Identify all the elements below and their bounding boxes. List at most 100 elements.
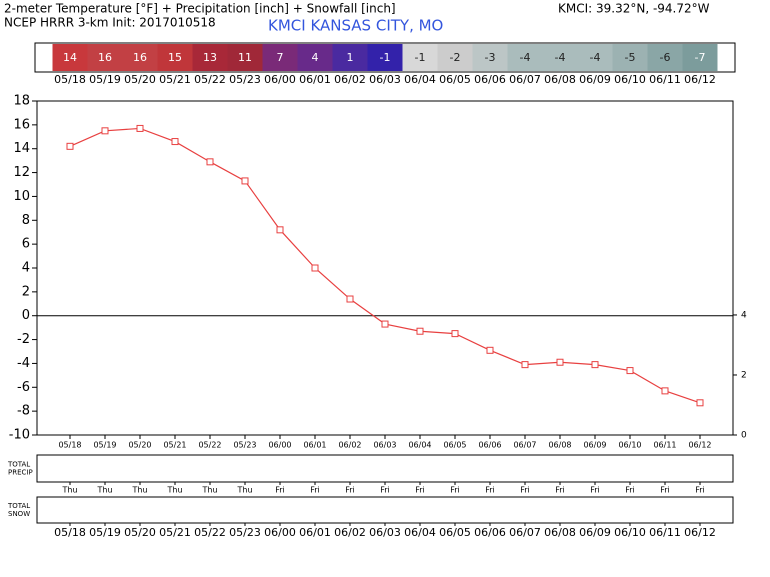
x-tick-label: 06/12 [688,441,711,450]
strip-cell [612,44,648,71]
strip-label: 11 [238,51,252,64]
strip-label: 7 [277,51,284,64]
x-tick-label: 06/03 [373,441,396,450]
strip-cell [192,44,228,71]
weekday-label: Fri [590,486,600,495]
strip-label: -7 [695,51,706,64]
x-tick-label: 06/01 [303,441,326,450]
x-tick-label: 06/07 [513,441,536,450]
strip-label: -4 [590,51,601,64]
temperature-marker [416,327,424,335]
x-tick-label: 05/20 [128,441,151,450]
strip-label: -5 [625,51,636,64]
y-tick-label: -4 [17,356,30,371]
strip-cell [472,44,508,71]
strip-label: 16 [98,51,112,64]
bottom-time-label: 06/12 [684,526,716,539]
y-tick-label: 12 [13,165,30,180]
bottom-time-label: 06/00 [264,526,296,539]
bottom-time-label: 05/23 [229,526,261,539]
strip-label: 4 [312,51,319,64]
strip-time: 06/08 [544,73,576,86]
y-tick-label: 8 [22,213,30,228]
y2-tick-label: 0 [741,431,747,441]
weekday-label: Fri [415,486,425,495]
x-tick-label: 05/22 [198,441,221,450]
panel-label: TOTAL [7,502,30,510]
strip-cell [437,44,473,71]
weekday-label: Fri [450,486,460,495]
temperature-marker [521,361,529,369]
strip-label: -1 [380,51,391,64]
strip-time: 06/05 [439,73,471,86]
strip-time: 06/01 [299,73,331,86]
weekday-label: Thu [96,486,112,495]
y-tick-label: -6 [17,380,30,395]
temperature-marker [206,158,214,166]
temperature-marker [171,138,179,146]
strip-label: -6 [660,51,671,64]
strip-label: -3 [485,51,496,64]
strip-time: 05/22 [194,73,226,86]
panel-frame [36,496,734,524]
strip-cell [647,44,683,71]
bottom-time-label: 06/01 [299,526,331,539]
strip-label: -1 [415,51,426,64]
strip-cell [157,44,193,71]
temperature-marker [486,346,494,354]
station-name: KMCI KANSAS CITY, MO [268,17,443,35]
temperature-marker [381,320,389,328]
bottom-time-label: 06/06 [474,526,506,539]
strip-time: 06/03 [369,73,401,86]
y2-tick-label: 2 [741,370,747,380]
weekday-label: Thu [166,486,182,495]
bottom-time-label: 05/22 [194,526,226,539]
weekday-label: Thu [201,486,217,495]
chart-title: 2-meter Temperature [°F] + Precipitation… [4,2,396,16]
temperature-line [69,127,701,404]
temperature-marker [591,361,599,369]
y-tick-label: -10 [9,428,30,443]
bottom-time-label: 06/04 [404,526,436,539]
temperature-marker [346,295,354,303]
weekday-label: Fri [695,486,705,495]
bottom-time-label: 05/21 [159,526,191,539]
panel-label: PRECIP [8,469,33,477]
strip-time: 06/04 [404,73,436,86]
strip-cell [87,44,123,71]
strip-cell [52,44,88,71]
strip-time: 05/21 [159,73,191,86]
bottom-time-label: 06/09 [579,526,611,539]
x-tick-label: 06/11 [653,441,676,450]
bottom-time-label: 06/02 [334,526,366,539]
temperature-marker [661,387,669,395]
x-tick-label: 05/19 [93,441,116,450]
weekday-label: Fri [520,486,530,495]
y-tick-label: -8 [17,404,30,419]
strip-time: 05/20 [124,73,156,86]
plot-frame [36,100,734,436]
weekday-label: Fri [625,486,635,495]
y2-tick-label: 4 [741,310,747,320]
bottom-time-label: 06/05 [439,526,471,539]
weekday-label: Fri [380,486,390,495]
bottom-time-label: 06/08 [544,526,576,539]
bottom-time-label: 06/03 [369,526,401,539]
temperature-marker [311,264,319,272]
chart-subtitle: NCEP HRRR 3-km Init: 2017010518 [4,16,216,30]
strip-cell [402,44,438,71]
bottom-time-label: 05/20 [124,526,156,539]
y-tick-label: -2 [17,332,30,347]
y-tick-label: 0 [22,308,30,323]
temperature-marker [241,177,249,185]
panel-label: TOTAL [7,461,30,469]
panel-label: SNOW [8,510,30,518]
strip-time: 06/02 [334,73,366,86]
strip-time: 06/12 [684,73,716,86]
strip-time: 06/06 [474,73,506,86]
temperature-marker [696,399,704,407]
weekday-label: Fri [310,486,320,495]
strip-time: 06/00 [264,73,296,86]
weekday-label: Thu [236,486,252,495]
